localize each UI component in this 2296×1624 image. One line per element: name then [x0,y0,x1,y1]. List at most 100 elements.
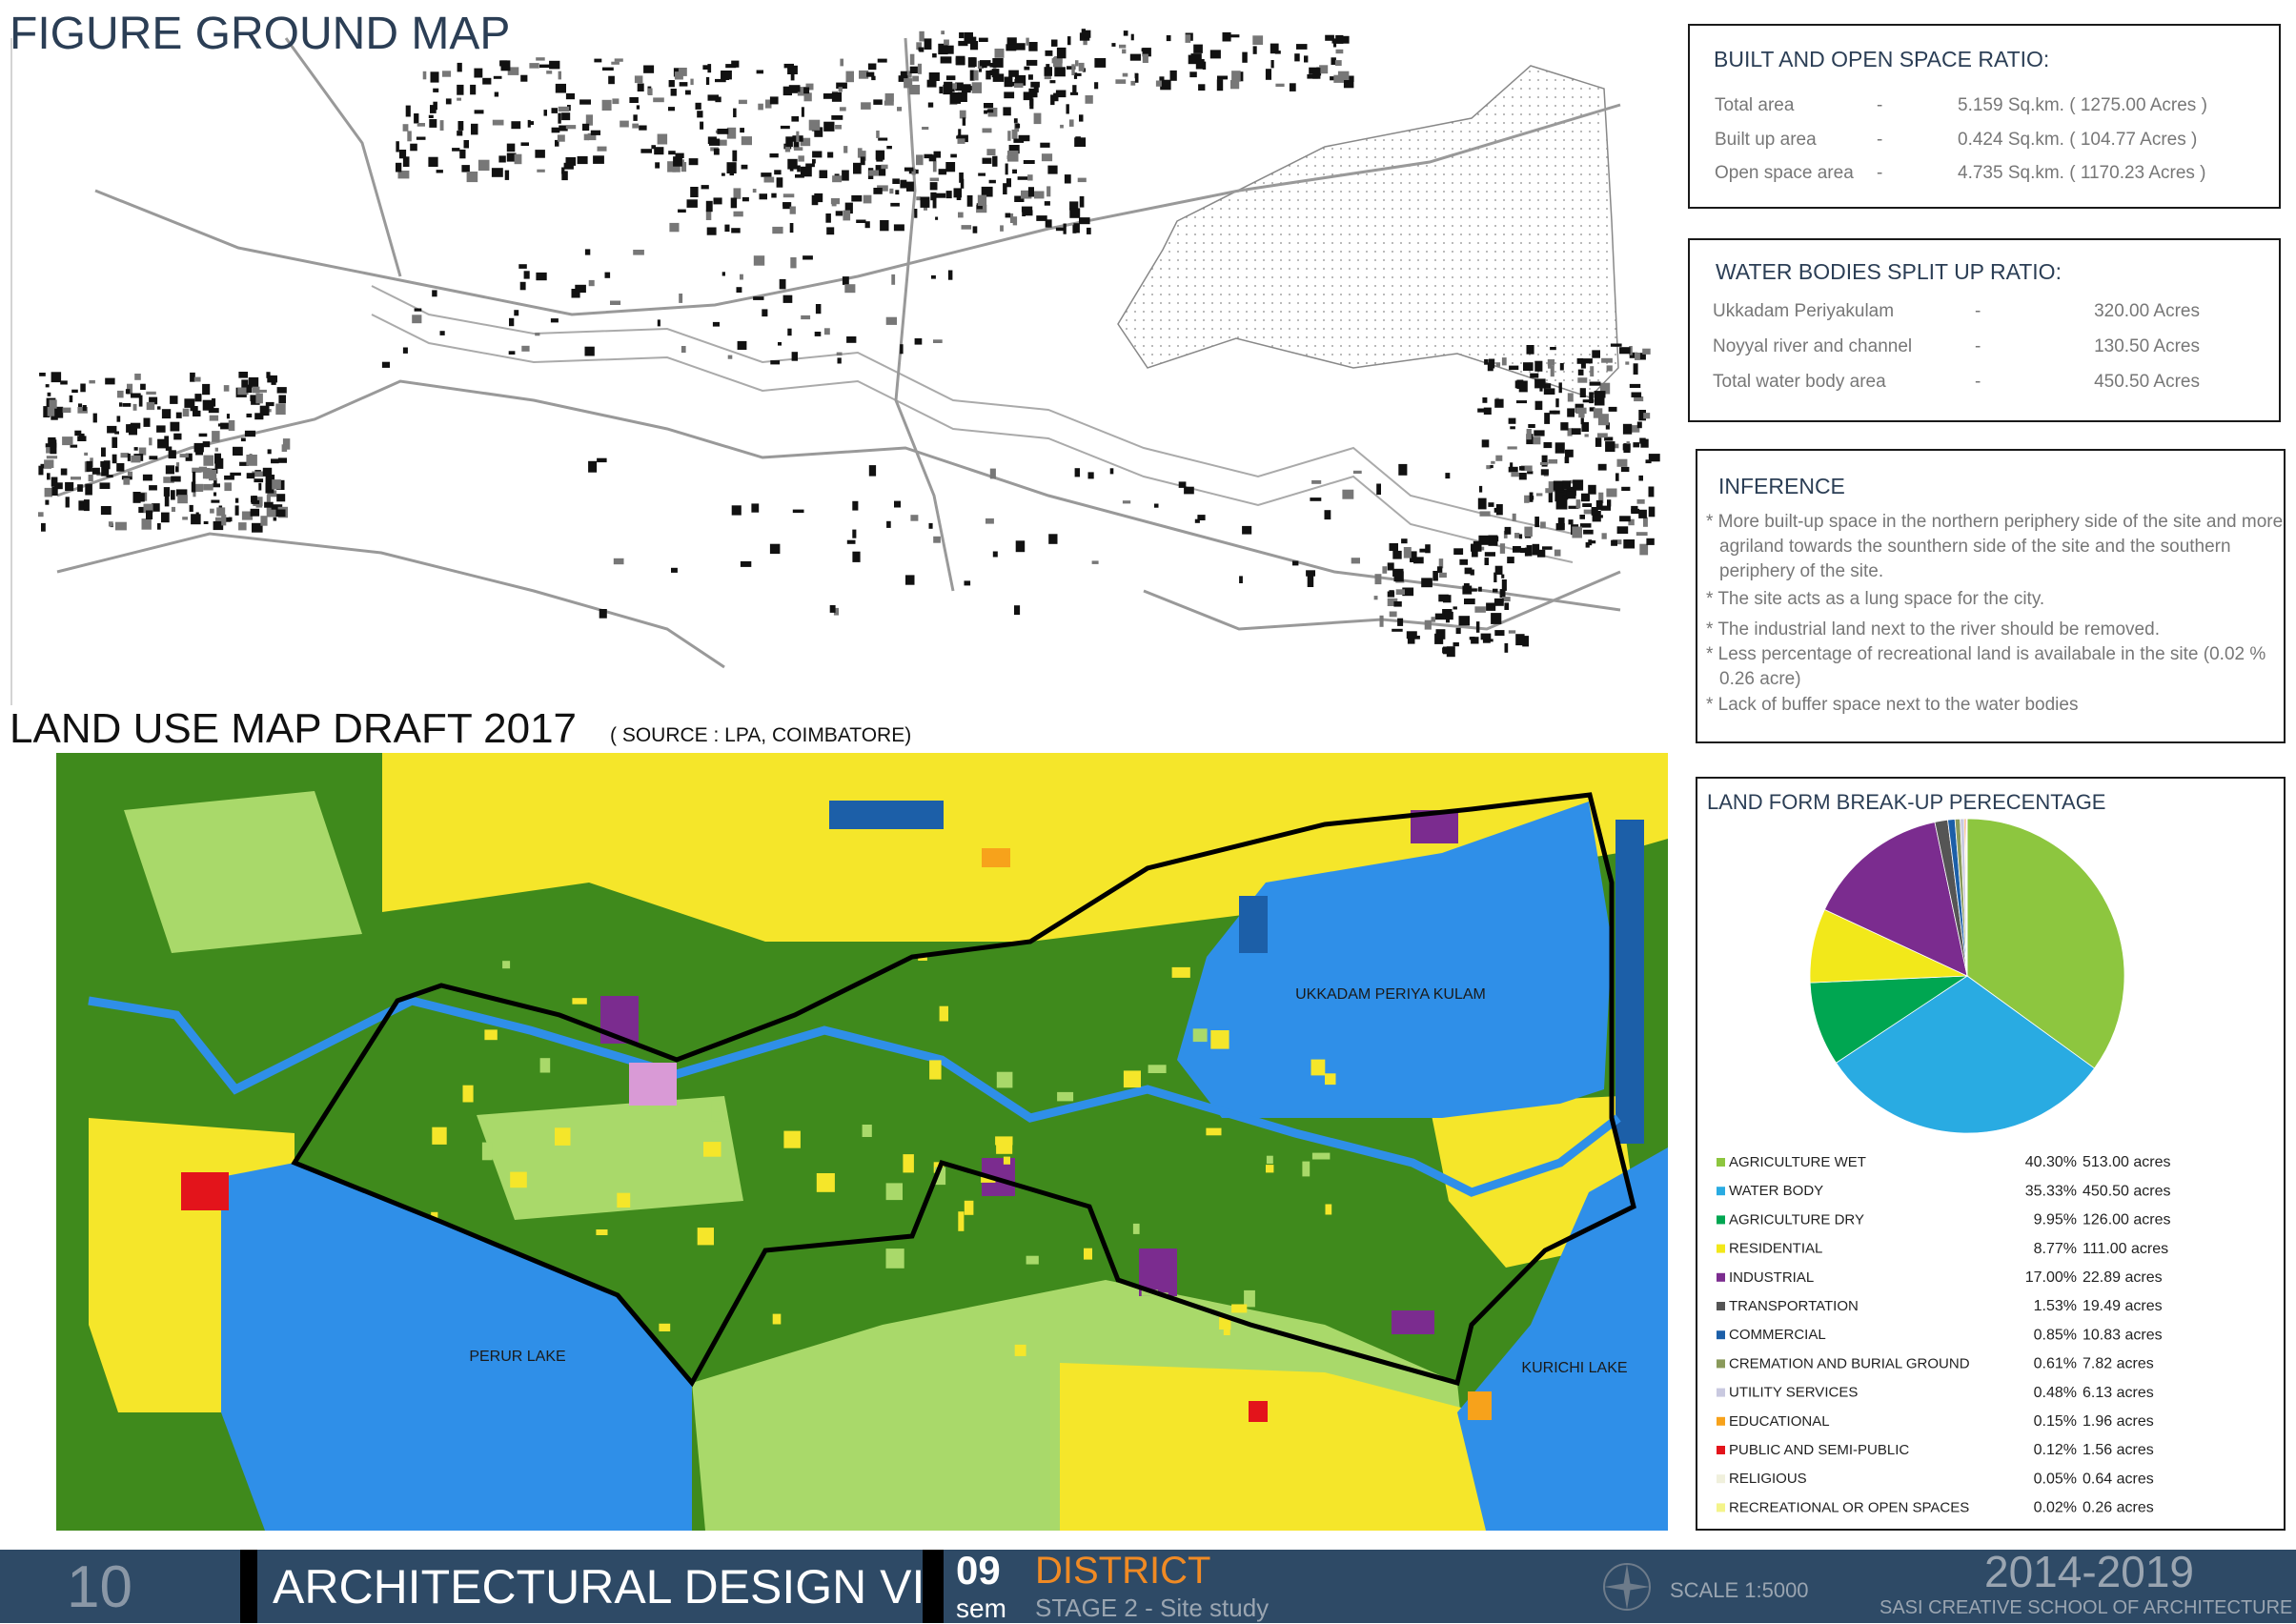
building [173,434,181,440]
building [521,142,530,146]
building [928,103,933,108]
building [950,92,961,104]
building [415,309,422,312]
building [946,75,956,80]
building [1470,637,1475,639]
inference-point: * Less percentage of recreational land i… [1706,642,2291,692]
building [442,71,451,76]
building [44,459,53,468]
building [1471,570,1474,576]
building [1632,393,1642,398]
building [930,193,936,200]
building [783,295,793,303]
building [1325,35,1334,41]
building [1562,480,1571,489]
building [1060,125,1064,129]
building [1519,466,1525,471]
building [741,561,751,567]
building [45,488,52,497]
building [798,155,804,161]
figure-ground-map [0,0,1682,705]
land-use-patch [502,961,510,968]
building [258,483,261,491]
building [1534,361,1542,372]
building [1008,71,1019,77]
building [544,110,548,116]
value-label: 0.05% [2034,1471,2077,1487]
building [1588,539,1592,545]
building [655,162,660,168]
building [260,406,270,416]
acres-label: 10.83 acres [2083,1327,2163,1343]
building [1197,515,1205,520]
land-use-patch [629,1063,677,1106]
building [753,189,757,193]
building [701,185,709,189]
building [77,484,83,492]
building [1513,546,1521,553]
building [39,373,46,376]
building [133,404,137,411]
building [164,487,170,497]
building [1519,381,1528,393]
land-use-patch [958,1211,964,1231]
building [47,456,57,458]
building [1607,365,1613,371]
box-row-text: 0.424 Sq.km. ( 104.77 Acres ) [1958,130,2197,151]
building [866,72,874,77]
building [992,69,1000,77]
building [566,125,576,129]
building [253,387,260,394]
building [255,394,263,404]
building [787,159,797,170]
building [1555,442,1565,453]
building [84,499,90,511]
building [784,64,794,69]
building [1290,83,1296,91]
building [1510,426,1515,429]
building [1075,73,1082,76]
building [252,500,260,504]
legend-label: AGRICULTURE WET [1729,1154,1866,1170]
building [564,163,574,170]
land-use-source: ( SOURCE : LPA, COIMBATORE) [610,724,911,747]
building [1582,358,1593,363]
land-use-patch [886,1248,904,1269]
building [1094,82,1098,89]
building [789,85,801,91]
acres-label: 513.00 acres [2083,1154,2171,1170]
building [123,403,132,407]
sheet-number: 10 [67,1553,132,1621]
building [1394,571,1404,581]
land-use-patch [712,1101,721,1122]
building [116,463,124,472]
building [457,63,462,72]
building [783,193,795,197]
building [643,66,654,73]
building [1511,473,1518,477]
building [432,290,437,296]
building [278,457,287,462]
building [762,309,767,316]
building [461,165,470,173]
building [423,71,427,80]
building [671,568,678,573]
building [1560,422,1568,431]
building [1024,67,1029,71]
building [1633,442,1639,447]
building [668,107,675,111]
land-use-patch [432,1127,446,1145]
box-row-text: Open space area [1715,163,1854,184]
building [1014,118,1018,123]
building [177,495,188,503]
building [224,482,232,491]
building [809,120,821,131]
building [1580,388,1586,397]
building [605,273,611,278]
land-use-patch [1249,1401,1268,1422]
land-use-patch [572,998,586,1005]
building [509,351,516,355]
building [1296,44,1308,50]
building [1617,459,1628,467]
building [191,514,201,524]
